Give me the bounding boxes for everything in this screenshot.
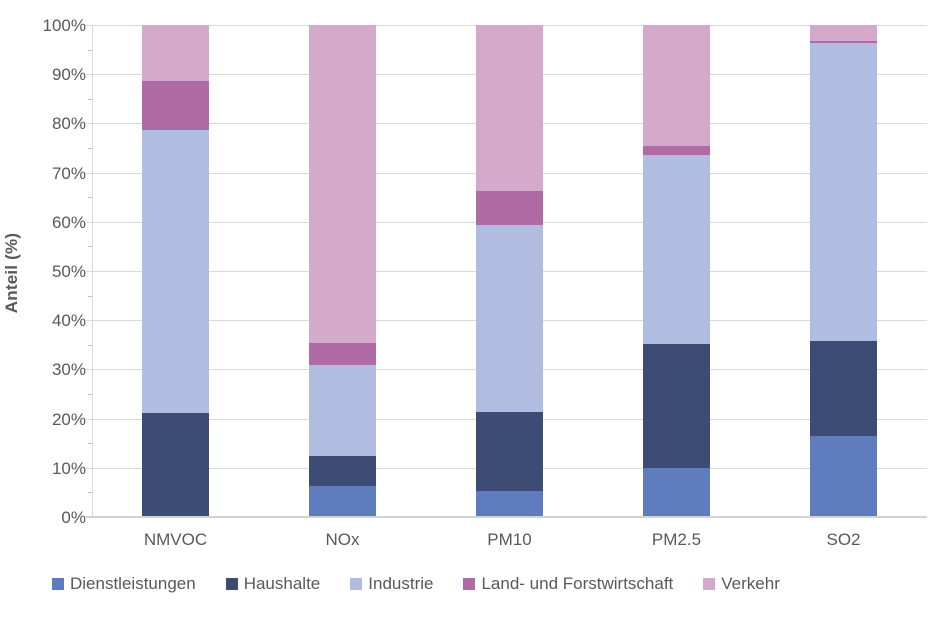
- legend-swatch-icon: [350, 578, 363, 590]
- bar-segment-Dienstleistungen: [309, 486, 376, 517]
- bar-segment-Industrie: [643, 155, 710, 344]
- y-axis-tick-label: 90%: [51, 65, 86, 85]
- legend: Dienstleistungen Haushalte Industrie Land- …: [52, 574, 780, 594]
- x-axis-label-PM2.5: PM2.5: [651, 530, 702, 549]
- y-axis-tick-label: 100%: [42, 16, 86, 35]
- bar-SO2: [810, 25, 877, 517]
- y-axis-tick-label: 20%: [51, 409, 86, 429]
- bar-segment-Industrie: [810, 42, 877, 341]
- y-axis-minor-tick: [88, 246, 92, 248]
- y-axis-minor-tick: [88, 98, 92, 100]
- bar-segment-Industrie: [476, 224, 543, 412]
- bar-segment-Haushalte: [476, 411, 543, 492]
- bar-segment-Land- und Forstwirtschaft: [476, 190, 543, 225]
- bar-segment-Verkehr: [142, 25, 209, 81]
- legend-swatch-icon: [703, 578, 716, 590]
- y-axis-minor-tick: [88, 443, 92, 445]
- x-axis-labels: NMVOC NOx PM10 PM2.5 SO2: [92, 530, 927, 552]
- bar-segment-Haushalte: [142, 412, 209, 517]
- y-axis-tick-label: 50%: [51, 262, 86, 281]
- y-axis-minor-tick: [88, 492, 92, 494]
- bar-segment-Land- und Forstwirtschaft: [643, 146, 710, 156]
- y-axis-minor-tick: [88, 344, 92, 346]
- legend-label: Dienstleistungen: [70, 574, 196, 593]
- x-axis-label-NMVOC: NMVOC: [143, 530, 208, 549]
- plot-area: [86, 25, 927, 518]
- bar-PM2.5: [643, 25, 710, 517]
- y-axis-tick-label: 30%: [51, 360, 86, 380]
- x-axis-label-SO2: SO2: [826, 530, 861, 549]
- bar-segment-Dienstleistungen: [810, 435, 877, 517]
- legend-label: Verkehr: [721, 574, 780, 593]
- y-axis-minor-tick: [88, 394, 92, 395]
- y-axis-tick-label: 70%: [51, 163, 86, 183]
- y-axis-minor-tick: [88, 148, 92, 149]
- legend-item-Haushalte: Haushalte: [225, 574, 321, 594]
- legend-label: Industrie: [368, 574, 434, 593]
- bar-NMVOC: [142, 25, 209, 517]
- legend-item-Land- und Forstwirtschaft: Land- und Forstwirtschaft: [463, 574, 673, 594]
- bar-segment-Verkehr: [309, 25, 376, 344]
- bar-segment-Land- und Forstwirtschaft: [810, 40, 877, 43]
- y-axis-minor-tick: [88, 295, 92, 297]
- bar-segment-Industrie: [309, 365, 376, 456]
- y-axis-minor-tick: [88, 49, 92, 51]
- legend-swatch-icon: [225, 578, 238, 590]
- y-axis-minor-tick: [88, 197, 92, 199]
- bar-segment-Land- und Forstwirtschaft: [309, 343, 376, 366]
- x-axis-label-NOx: NOx: [325, 530, 360, 549]
- y-axis-tick-label: 0%: [61, 508, 86, 527]
- legend-item-Dienstleistungen: Dienstleistungen: [52, 574, 196, 594]
- bar-segment-Dienstleistungen: [643, 467, 710, 517]
- bar-segment-Haushalte: [309, 456, 376, 487]
- bar-segment-Verkehr: [643, 25, 710, 147]
- bar-segment-Haushalte: [643, 343, 710, 468]
- y-axis-tick-label: 10%: [51, 458, 86, 478]
- legend-label: Haushalte: [243, 574, 321, 593]
- y-axis-tick-label: 80%: [51, 114, 86, 134]
- bar-segment-Verkehr: [476, 25, 543, 191]
- bar-segment-Land- und Forstwirtschaft: [142, 80, 209, 130]
- legend-swatch-icon: [52, 578, 64, 590]
- bar-segment-Verkehr: [810, 25, 877, 41]
- bar-segment-Industrie: [142, 129, 209, 413]
- y-axis-line: [92, 25, 93, 517]
- legend-swatch-icon: [463, 578, 476, 590]
- x-axis-label-PM10: PM10: [487, 530, 532, 549]
- legend-item-Verkehr: Verkehr: [703, 574, 780, 594]
- legend-item-Industrie: Industrie: [350, 574, 433, 594]
- bar-PM10: [476, 25, 543, 517]
- x-axis-line: [86, 516, 927, 518]
- bar-segment-Haushalte: [810, 340, 877, 436]
- y-axis-tick-label: 60%: [51, 212, 86, 232]
- y-axis-tick-label: 40%: [51, 311, 86, 331]
- legend-label: Land- und Forstwirtschaft: [481, 574, 674, 593]
- bar-NOx: [309, 25, 376, 517]
- bar-segment-Dienstleistungen: [476, 491, 543, 517]
